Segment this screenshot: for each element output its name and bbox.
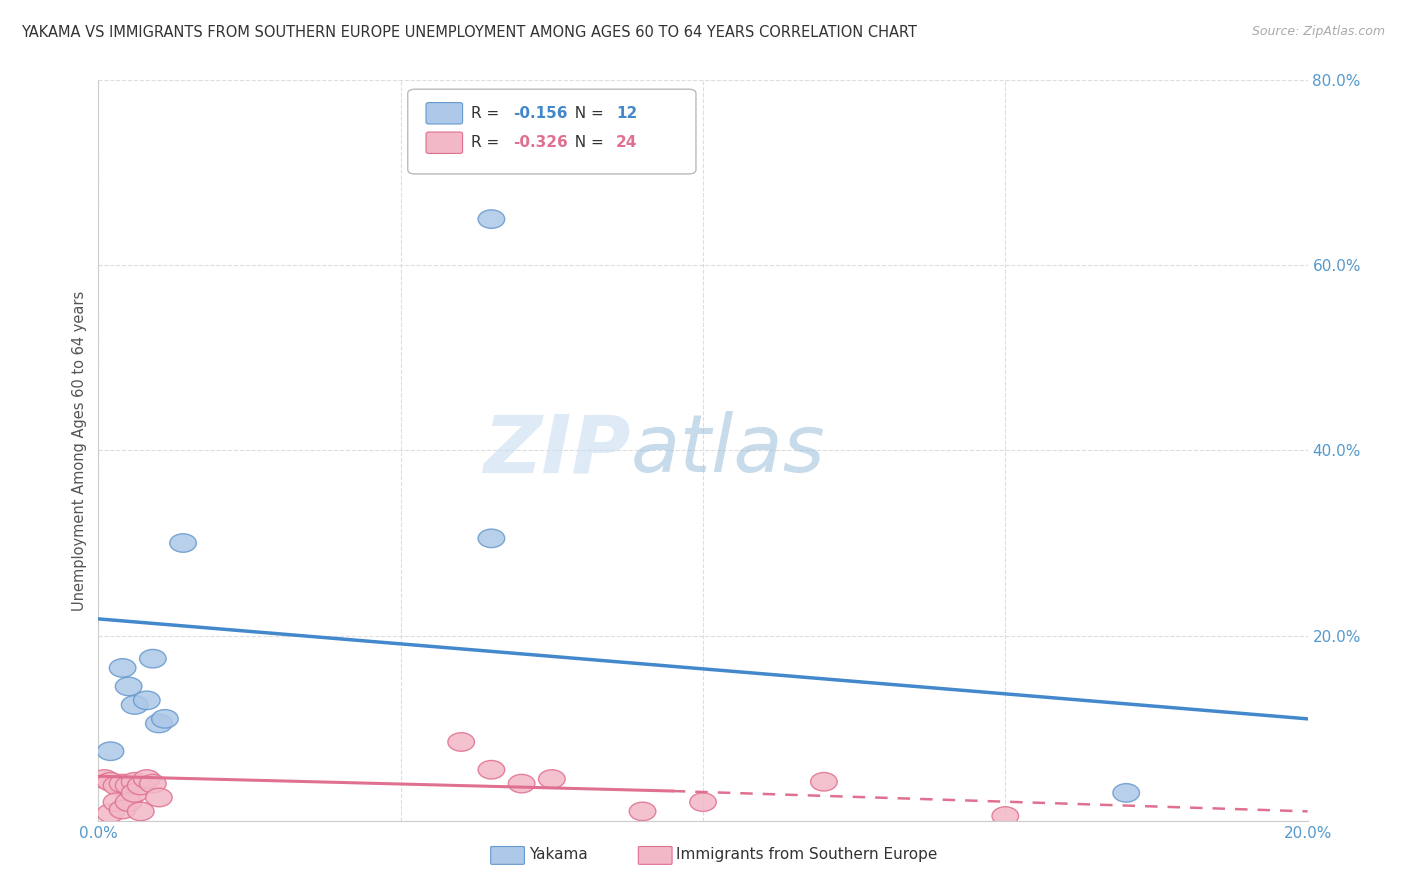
Ellipse shape	[146, 714, 172, 732]
Text: Immigrants from Southern Europe: Immigrants from Southern Europe	[676, 847, 938, 862]
Ellipse shape	[538, 770, 565, 789]
Ellipse shape	[478, 761, 505, 779]
Ellipse shape	[110, 800, 136, 819]
Ellipse shape	[128, 776, 155, 795]
Text: -0.156: -0.156	[513, 106, 568, 120]
Ellipse shape	[449, 732, 474, 751]
Ellipse shape	[170, 533, 197, 552]
Ellipse shape	[121, 772, 148, 791]
Ellipse shape	[690, 793, 716, 812]
Ellipse shape	[993, 806, 1018, 825]
Ellipse shape	[91, 770, 118, 789]
Ellipse shape	[97, 742, 124, 761]
Ellipse shape	[146, 789, 172, 806]
Text: 24: 24	[616, 136, 637, 150]
Text: Source: ZipAtlas.com: Source: ZipAtlas.com	[1251, 25, 1385, 38]
Ellipse shape	[134, 691, 160, 710]
Ellipse shape	[103, 776, 129, 795]
Text: R =: R =	[471, 106, 505, 120]
Text: N =: N =	[565, 136, 609, 150]
Ellipse shape	[97, 772, 124, 791]
Ellipse shape	[152, 710, 179, 728]
Ellipse shape	[110, 774, 136, 793]
Ellipse shape	[630, 802, 655, 821]
Ellipse shape	[128, 802, 155, 821]
Ellipse shape	[1114, 784, 1139, 802]
Text: R =: R =	[471, 136, 505, 150]
Ellipse shape	[139, 649, 166, 668]
Ellipse shape	[115, 776, 142, 795]
Text: ZIP: ZIP	[484, 411, 630, 490]
Ellipse shape	[121, 696, 148, 714]
Ellipse shape	[110, 658, 136, 677]
Text: -0.326: -0.326	[513, 136, 568, 150]
Ellipse shape	[115, 793, 142, 812]
Ellipse shape	[115, 677, 142, 696]
Ellipse shape	[134, 770, 160, 789]
Y-axis label: Unemployment Among Ages 60 to 64 years: Unemployment Among Ages 60 to 64 years	[72, 290, 87, 611]
Text: 12: 12	[616, 106, 637, 120]
Ellipse shape	[97, 804, 124, 822]
Ellipse shape	[811, 772, 837, 791]
Ellipse shape	[478, 210, 505, 228]
Ellipse shape	[103, 793, 129, 812]
Text: Yakama: Yakama	[529, 847, 588, 862]
Ellipse shape	[478, 529, 505, 548]
Ellipse shape	[121, 784, 148, 802]
Ellipse shape	[509, 774, 534, 793]
Text: N =: N =	[565, 106, 609, 120]
Ellipse shape	[139, 774, 166, 793]
Text: atlas: atlas	[630, 411, 825, 490]
Text: YAKAMA VS IMMIGRANTS FROM SOUTHERN EUROPE UNEMPLOYMENT AMONG AGES 60 TO 64 YEARS: YAKAMA VS IMMIGRANTS FROM SOUTHERN EUROP…	[21, 25, 917, 40]
